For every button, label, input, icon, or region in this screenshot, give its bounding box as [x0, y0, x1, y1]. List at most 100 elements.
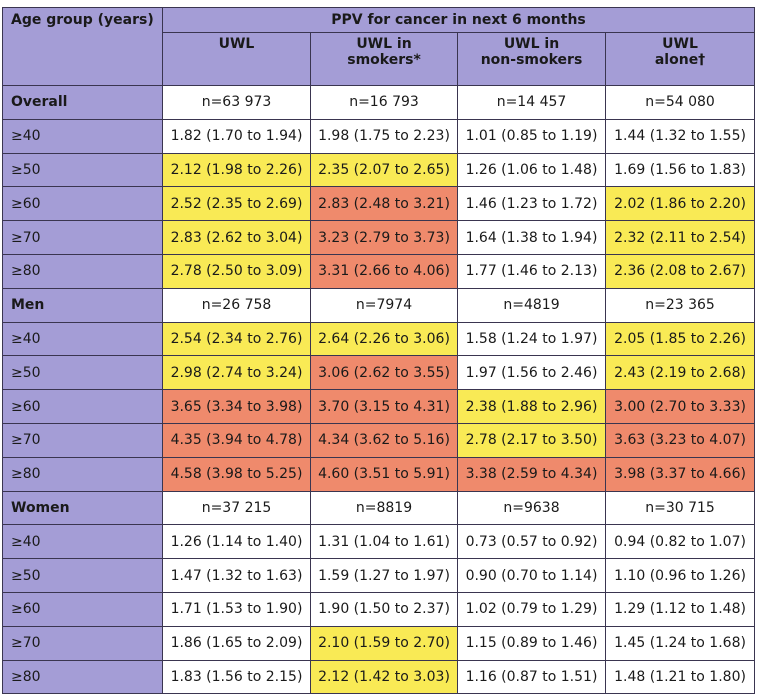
table-cell: 3.63 (3.23 to 4.07) — [604, 422, 756, 458]
table-cell: 1.97 (1.56 to 2.46) — [457, 355, 606, 391]
table-cell: n=23 365 — [604, 287, 756, 323]
table-cell: 2.78 (2.17 to 3.50) — [457, 422, 606, 458]
table-cell: n=8819 — [310, 490, 458, 526]
table-cell: 1.98 (1.75 to 2.23) — [310, 118, 458, 154]
table-cell: 3.23 (2.79 to 3.73) — [310, 220, 458, 255]
table-cell: 1.01 (0.85 to 1.19) — [457, 118, 606, 154]
section-label: Women — [2, 490, 163, 526]
table-cell: 1.69 (1.56 to 1.83) — [604, 152, 756, 188]
table-cell: 1.44 (1.32 to 1.55) — [604, 118, 756, 154]
age-label: ≥60 — [2, 186, 163, 222]
table-cell: 1.71 (1.53 to 1.90) — [162, 591, 311, 627]
table-cell: n=9638 — [457, 490, 606, 526]
age-label: ≥50 — [2, 355, 163, 391]
table-cell: 2.83 (2.48 to 3.21) — [310, 186, 458, 222]
table-cell: 4.34 (3.62 to 5.16) — [310, 422, 458, 458]
table-cell: 1.86 (1.65 to 2.09) — [162, 625, 311, 661]
table-row: Women n=37 215 n=8819 n=9638 n=30 715 — [2, 490, 756, 526]
table-cell: 1.45 (1.24 to 1.68) — [604, 625, 756, 661]
table-cell: 3.06 (2.62 to 3.55) — [310, 355, 458, 391]
table-row: ≥50 2.98 (2.74 to 3.24) 3.06 (2.62 to 3.55… — [2, 355, 756, 391]
table-cell: 4.58 (3.98 to 5.25) — [162, 456, 311, 492]
table-cell: 0.90 (0.70 to 1.14) — [457, 558, 606, 593]
table-cell: 1.83 (1.56 to 2.15) — [162, 659, 311, 695]
table-cell: 1.26 (1.14 to 1.40) — [162, 524, 311, 560]
table-row: ≥80 2.78 (2.50 to 3.09) 3.31 (2.66 to 4.06… — [2, 253, 756, 289]
table-cell: 0.94 (0.82 to 1.07) — [604, 524, 756, 560]
table-cell: 2.12 (1.42 to 3.03) — [310, 659, 458, 695]
table-row: ≥70 1.86 (1.65 to 2.09) 2.10 (1.59 to 2.70… — [2, 625, 756, 661]
age-label: ≥70 — [2, 422, 163, 458]
age-label: ≥80 — [2, 456, 163, 492]
table-cell: 2.43 (2.19 to 2.68) — [604, 355, 756, 391]
table-cell: 2.12 (1.98 to 2.26) — [162, 152, 311, 188]
table-cell: 3.65 (3.34 to 3.98) — [162, 389, 311, 424]
table-cell: 2.35 (2.07 to 2.65) — [310, 152, 458, 188]
table-cell: 2.98 (2.74 to 3.24) — [162, 355, 311, 391]
table-row: ≥80 4.58 (3.98 to 5.25) 4.60 (3.51 to 5.91… — [2, 456, 756, 492]
age-label: ≥40 — [2, 524, 163, 560]
table-row: ≥40 2.54 (2.34 to 2.76) 2.64 (2.26 to 3.06… — [2, 321, 756, 357]
table-cell: n=30 715 — [604, 490, 756, 526]
table-cell: 2.64 (2.26 to 3.06) — [310, 321, 458, 357]
age-label: ≥80 — [2, 659, 163, 695]
table-cell: 0.73 (0.57 to 0.92) — [457, 524, 606, 560]
table-cell: 2.54 (2.34 to 2.76) — [162, 321, 311, 357]
table-row: ≥50 2.12 (1.98 to 2.26) 2.35 (2.07 to 2.65… — [2, 152, 756, 188]
table-cell: 2.32 (2.11 to 2.54) — [604, 220, 756, 255]
age-label: ≥40 — [2, 321, 163, 357]
age-label: ≥60 — [2, 591, 163, 627]
table-cell: 4.35 (3.94 to 4.78) — [162, 422, 311, 458]
table-cell: n=37 215 — [162, 490, 311, 526]
table-cell: 2.52 (2.35 to 2.69) — [162, 186, 311, 222]
table-cell: 1.15 (0.89 to 1.46) — [457, 625, 606, 661]
table-row: ≥80 1.83 (1.56 to 2.15) 2.12 (1.42 to 3.03… — [2, 659, 756, 695]
table-cell: 1.10 (0.96 to 1.26) — [604, 558, 756, 593]
table-cell: n=26 758 — [162, 287, 311, 323]
table-cell: 1.58 (1.24 to 1.97) — [457, 321, 606, 357]
age-label: ≥50 — [2, 152, 163, 188]
table-cell: 1.02 (0.79 to 1.29) — [457, 591, 606, 627]
table-cell: 1.31 (1.04 to 1.61) — [310, 524, 458, 560]
table-row: Overall n=63 973 n=16 793 n=14 457 n=54 080 — [2, 85, 756, 120]
ppv-table: Age group (years) PPV for cancer in next… — [2, 7, 756, 695]
table-cell: n=16 793 — [310, 85, 458, 120]
table-cell: 2.02 (1.86 to 2.20) — [604, 186, 756, 222]
section-label: Overall — [2, 85, 163, 120]
table-cell: 1.16 (0.87 to 1.51) — [457, 659, 606, 695]
table-cell: 2.10 (1.59 to 2.70) — [310, 625, 458, 661]
table-row: ≥50 1.47 (1.32 to 1.63) 1.59 (1.27 to 1.97… — [2, 558, 756, 593]
table-row: Men n=26 758 n=7974 n=4819 n=23 365 — [2, 287, 756, 323]
table-cell: 2.78 (2.50 to 3.09) — [162, 253, 311, 289]
table-row: ≥70 2.83 (2.62 to 3.04) 3.23 (2.79 to 3.73… — [2, 220, 756, 255]
table-cell: n=63 973 — [162, 85, 311, 120]
table-cell: n=4819 — [457, 287, 606, 323]
table-row: ≥40 1.26 (1.14 to 1.40) 1.31 (1.04 to 1.61… — [2, 524, 756, 560]
table-cell: 1.77 (1.46 to 2.13) — [457, 253, 606, 289]
age-label: ≥70 — [2, 625, 163, 661]
table-cell: 4.60 (3.51 to 5.91) — [310, 456, 458, 492]
table-cell: 2.83 (2.62 to 3.04) — [162, 220, 311, 255]
age-label: ≥60 — [2, 389, 163, 424]
table-row: ≥40 1.82 (1.70 to 1.94) 1.98 (1.75 to 2.23… — [2, 118, 756, 154]
table-cell: 2.36 (2.08 to 2.67) — [604, 253, 756, 289]
table-cell: 1.90 (1.50 to 2.37) — [310, 591, 458, 627]
age-label: ≥40 — [2, 118, 163, 154]
age-label: ≥70 — [2, 220, 163, 255]
table-row: ≥60 2.52 (2.35 to 2.69) 2.83 (2.48 to 3.21… — [2, 186, 756, 222]
table-cell: 1.26 (1.06 to 1.48) — [457, 152, 606, 188]
table-cell: 1.59 (1.27 to 1.97) — [310, 558, 458, 593]
table-cell: 1.46 (1.23 to 1.72) — [457, 186, 606, 222]
table-cell: 3.00 (2.70 to 3.33) — [604, 389, 756, 424]
table-cell: 2.05 (1.85 to 2.26) — [604, 321, 756, 357]
table-row: ≥60 1.71 (1.53 to 1.90) 1.90 (1.50 to 2.37… — [2, 591, 756, 627]
table-cell: 3.38 (2.59 to 4.34) — [457, 456, 606, 492]
table-cell: n=7974 — [310, 287, 458, 323]
column-header: UWL in smokers* — [310, 32, 458, 86]
column-header: UWL — [162, 32, 311, 86]
table-row: ≥60 3.65 (3.34 to 3.98) 3.70 (3.15 to 4.31… — [2, 389, 756, 424]
table-cell: 3.98 (3.37 to 4.66) — [604, 456, 756, 492]
table-cell: 1.29 (1.12 to 1.48) — [604, 591, 756, 627]
column-header: UWL alone† — [604, 32, 756, 86]
